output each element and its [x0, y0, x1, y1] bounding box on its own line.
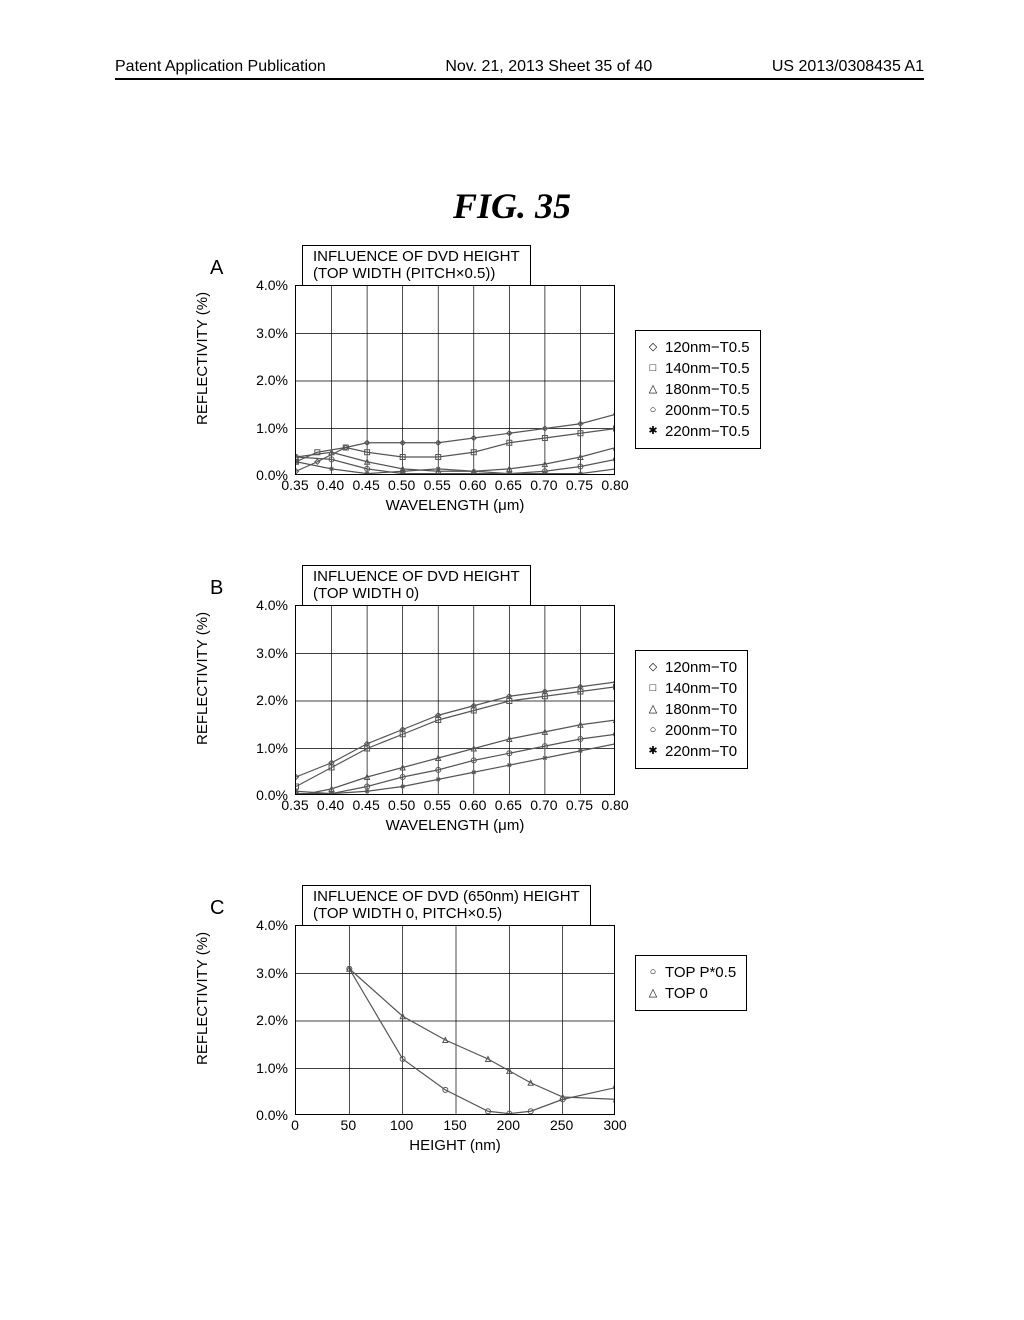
panel-label-c: C [210, 897, 224, 920]
header-left: Patent Application Publication [115, 58, 326, 76]
legend-item: ○TOP P*0.5 [646, 962, 736, 983]
charts-container: A INFLUENCE OF DVD HEIGHT (TOP WIDTH (PI… [180, 245, 900, 1205]
legend-item: △180nm−T0.5 [646, 379, 750, 400]
legend-item: □140nm−T0 [646, 678, 737, 699]
chart-a-legend: ◇120nm−T0.5□140nm−T0.5△180nm−T0.5○200nm−… [635, 330, 761, 449]
chart-c-title: INFLUENCE OF DVD (650nm) HEIGHT (TOP WID… [302, 885, 591, 926]
legend-item: □140nm−T0.5 [646, 358, 750, 379]
chart-b-plot [295, 605, 615, 795]
header-right: US 2013/0308435 A1 [772, 58, 924, 76]
chart-a-xlabel: WAVELENGTH (μm) [355, 497, 555, 514]
chart-c-plot [295, 925, 615, 1115]
chart-b-xlabel: WAVELENGTH (μm) [355, 817, 555, 834]
legend-item: ✱220nm−T0 [646, 741, 737, 762]
legend-item: ◇120nm−T0 [646, 657, 737, 678]
chart-c-xlabel: HEIGHT (nm) [380, 1137, 530, 1154]
header-middle: Nov. 21, 2013 Sheet 35 of 40 [445, 58, 652, 76]
chart-b-legend: ◇120nm−T0□140nm−T0△180nm−T0○200nm−T0✱220… [635, 650, 748, 769]
chart-a: A INFLUENCE OF DVD HEIGHT (TOP WIDTH (PI… [180, 245, 900, 545]
chart-c: C INFLUENCE OF DVD (650nm) HEIGHT (TOP W… [180, 885, 900, 1185]
legend-item: △180nm−T0 [646, 699, 737, 720]
chart-a-ylabel: REFLECTIVITY (%) [194, 292, 211, 425]
chart-a-title: INFLUENCE OF DVD HEIGHT (TOP WIDTH (PITC… [302, 245, 531, 286]
chart-a-plot [295, 285, 615, 475]
patent-header: Patent Application Publication Nov. 21, … [115, 58, 924, 80]
chart-b-title: INFLUENCE OF DVD HEIGHT (TOP WIDTH 0) [302, 565, 531, 606]
legend-item: △TOP 0 [646, 983, 736, 1004]
chart-b: B INFLUENCE OF DVD HEIGHT (TOP WIDTH 0) … [180, 565, 900, 865]
panel-label-b: B [210, 577, 223, 600]
chart-c-ylabel: REFLECTIVITY (%) [194, 932, 211, 1065]
figure-title: FIG. 35 [0, 185, 1024, 227]
legend-item: ○200nm−T0 [646, 720, 737, 741]
panel-label-a: A [210, 257, 223, 280]
legend-item: ○200nm−T0.5 [646, 400, 750, 421]
chart-c-legend: ○TOP P*0.5△TOP 0 [635, 955, 747, 1011]
chart-b-ylabel: REFLECTIVITY (%) [194, 612, 211, 745]
legend-item: ◇120nm−T0.5 [646, 337, 750, 358]
legend-item: ✱220nm−T0.5 [646, 421, 750, 442]
